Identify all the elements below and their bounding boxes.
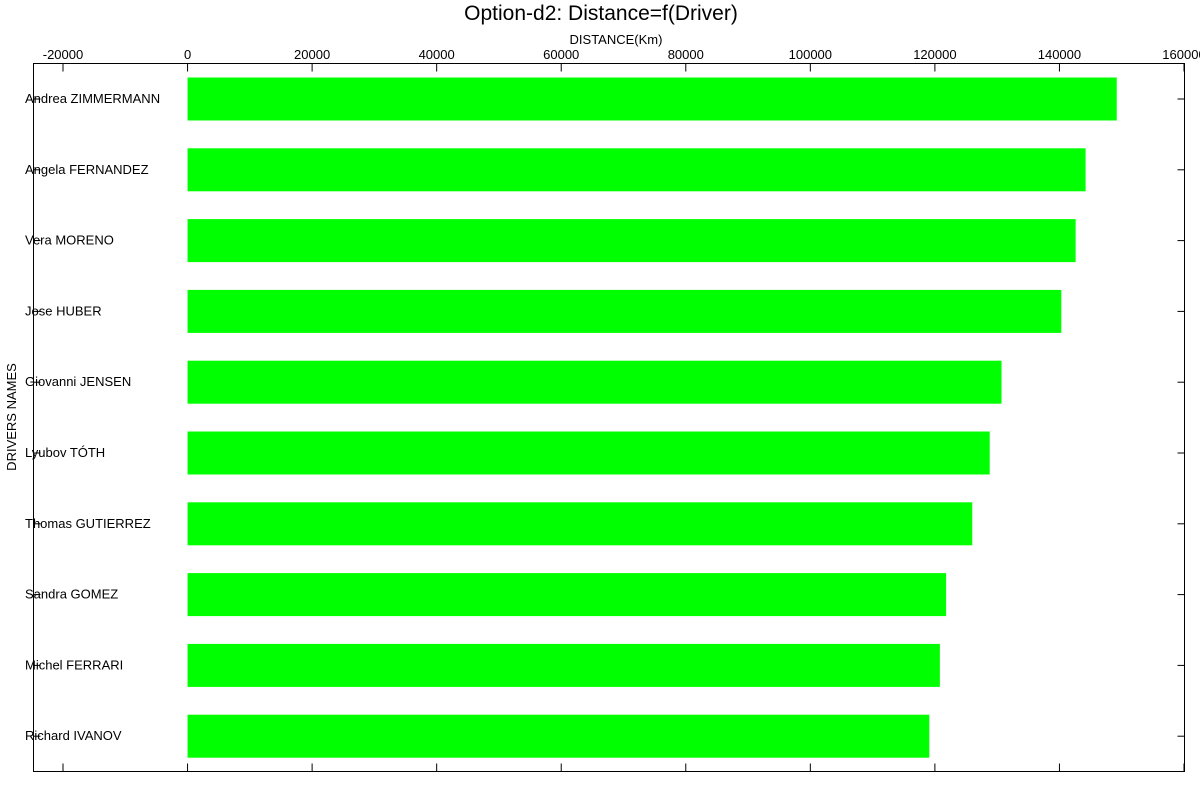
x-tick-label: 100000 [789, 47, 832, 62]
x-tick-label: 140000 [1038, 47, 1081, 62]
x-ticks-group: -20000 0 20000 40000 60000 80000 100000 120000 1… [43, 47, 1200, 772]
category-label: Angela FERNANDEZ [25, 162, 149, 177]
category-label: Richard IVANOV [25, 728, 122, 743]
category-label: Thomas GUTIERREZ [25, 516, 151, 531]
x-tick-label: 160000 [1162, 47, 1200, 62]
bar [187, 643, 940, 687]
x-tick-label: -20000 [43, 47, 83, 62]
bar [187, 77, 1117, 121]
bar [187, 431, 990, 475]
bar [187, 289, 1062, 333]
bar [187, 502, 973, 546]
bar [187, 714, 930, 758]
y-ticks-group [33, 98, 1185, 737]
category-label: Sandra GOMEZ [25, 587, 118, 602]
bar [187, 360, 1002, 404]
x-tick-label: 0 [184, 47, 191, 62]
x-tick-label: 120000 [913, 47, 956, 62]
x-tick-label: 40000 [419, 47, 455, 62]
x-tick-label: 20000 [294, 47, 330, 62]
category-label: Jose HUBER [25, 303, 102, 318]
bar [187, 219, 1076, 263]
y-axis-label: DRIVERS NAMES [4, 363, 19, 471]
category-label: Andrea ZIMMERMANN [25, 91, 160, 106]
category-labels-group: Andrea ZIMMERMANN Angela FERNANDEZ Vera MO… [25, 91, 160, 743]
x-tick-label: 60000 [543, 47, 579, 62]
bar [187, 573, 947, 617]
bar [187, 148, 1086, 192]
bars-group [187, 77, 1117, 758]
category-label: Lyubov TÓTH [25, 445, 105, 460]
category-label: Michel FERRARI [25, 657, 123, 672]
x-axis-label: DISTANCE(Km) [570, 32, 663, 47]
x-tick-label: 80000 [668, 47, 704, 62]
plot-frame [33, 63, 1185, 772]
chart-title: Option-d2: Distance=f(Driver) [464, 2, 738, 25]
category-label: Vera MORENO [25, 233, 114, 248]
category-label: Giovanni JENSEN [25, 374, 131, 389]
